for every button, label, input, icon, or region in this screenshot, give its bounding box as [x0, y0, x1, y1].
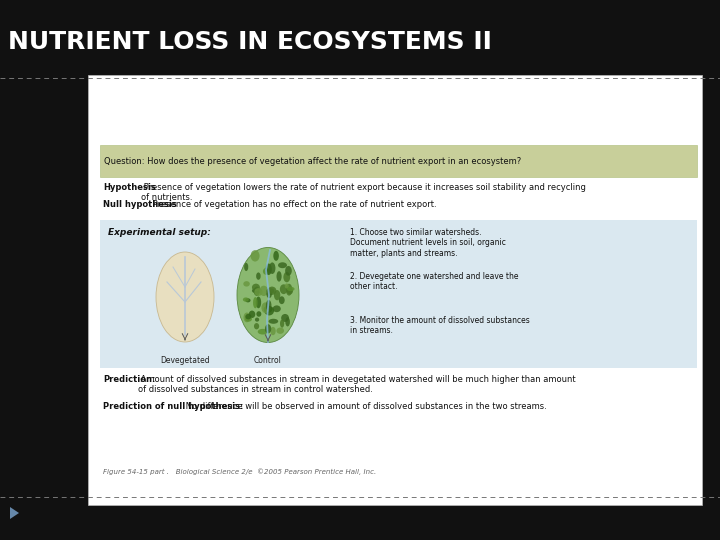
Ellipse shape	[256, 311, 261, 317]
Ellipse shape	[261, 302, 269, 313]
Ellipse shape	[264, 306, 274, 315]
Ellipse shape	[243, 313, 250, 322]
Ellipse shape	[251, 250, 260, 261]
Ellipse shape	[156, 252, 214, 342]
Ellipse shape	[274, 290, 280, 300]
Ellipse shape	[266, 288, 274, 294]
Ellipse shape	[237, 247, 299, 342]
Ellipse shape	[274, 251, 279, 261]
Ellipse shape	[276, 328, 284, 334]
Ellipse shape	[280, 284, 287, 294]
Ellipse shape	[287, 287, 293, 294]
Ellipse shape	[281, 314, 289, 322]
Ellipse shape	[265, 324, 271, 333]
Ellipse shape	[243, 281, 250, 287]
Bar	[88, 75, 702, 505]
Text: Amount of dissolved substances in stream in devegetated watershed will be much h: Amount of dissolved substances in stream…	[138, 375, 575, 394]
Text: 3. Monitor the amount of dissolved substances
in streams.: 3. Monitor the amount of dissolved subst…	[350, 316, 530, 335]
Ellipse shape	[248, 310, 256, 318]
Text: Prediction:: Prediction:	[103, 375, 156, 384]
Ellipse shape	[287, 287, 294, 291]
Ellipse shape	[245, 316, 252, 322]
Ellipse shape	[258, 329, 268, 334]
Text: Presence of vegetation has no effect on the rate of nutrient export.: Presence of vegetation has no effect on …	[150, 200, 436, 209]
Ellipse shape	[286, 284, 292, 295]
Bar	[100, 220, 697, 368]
Text: Figure 54-15 part .   Biological Science 2/e  ©2005 Pearson Prentice Hall, Inc.: Figure 54-15 part . Biological Science 2…	[103, 468, 377, 475]
Text: Presence of vegetation lowers the rate of nutrient export because it increases s: Presence of vegetation lowers the rate o…	[141, 183, 586, 202]
Ellipse shape	[264, 306, 272, 313]
Text: Prediction of null hypothesis:: Prediction of null hypothesis:	[103, 402, 243, 411]
Ellipse shape	[246, 314, 251, 319]
Text: Devegetated: Devegetated	[160, 356, 210, 365]
Ellipse shape	[285, 318, 290, 326]
Ellipse shape	[284, 272, 290, 282]
Ellipse shape	[268, 287, 276, 295]
Ellipse shape	[254, 323, 259, 329]
Ellipse shape	[243, 298, 249, 302]
Polygon shape	[10, 507, 19, 519]
Ellipse shape	[269, 262, 276, 274]
Text: 1. Choose two similar watersheds.
Document nutrient levels in soil, organic
matt: 1. Choose two similar watersheds. Docume…	[350, 228, 506, 258]
Ellipse shape	[276, 271, 282, 282]
Ellipse shape	[285, 266, 292, 276]
Ellipse shape	[263, 268, 270, 275]
Ellipse shape	[254, 288, 263, 296]
Ellipse shape	[279, 296, 284, 304]
Text: Experimental setup:: Experimental setup:	[108, 228, 211, 237]
Ellipse shape	[255, 318, 259, 322]
Text: 2. Devegetate one watershed and leave the
other intact.: 2. Devegetate one watershed and leave th…	[350, 272, 518, 292]
Ellipse shape	[256, 273, 261, 280]
Ellipse shape	[266, 300, 271, 310]
Ellipse shape	[253, 287, 260, 296]
Text: Control: Control	[254, 356, 282, 365]
Ellipse shape	[278, 262, 287, 268]
Text: NUTRIENT LOSS IN ECOSYSTEMS II: NUTRIENT LOSS IN ECOSYSTEMS II	[8, 30, 492, 54]
Ellipse shape	[252, 284, 260, 291]
Ellipse shape	[266, 290, 272, 298]
Text: Null hypothesis: Null hypothesis	[103, 200, 176, 209]
Ellipse shape	[266, 264, 272, 275]
Ellipse shape	[269, 319, 278, 324]
Text: No difference will be observed in amount of dissolved substances in the two stre: No difference will be observed in amount…	[183, 402, 546, 411]
Text: Hypothesis: Hypothesis	[103, 183, 156, 192]
Ellipse shape	[284, 284, 289, 288]
Ellipse shape	[256, 296, 261, 308]
Ellipse shape	[280, 320, 284, 328]
Bar	[100, 145, 697, 177]
Ellipse shape	[259, 286, 268, 296]
Ellipse shape	[246, 298, 251, 302]
Ellipse shape	[270, 327, 276, 335]
Ellipse shape	[252, 288, 261, 293]
Ellipse shape	[253, 297, 258, 308]
Text: Question: How does the presence of vegetation affect the rate of nutrient export: Question: How does the presence of veget…	[104, 157, 521, 165]
Ellipse shape	[273, 306, 281, 312]
Ellipse shape	[244, 263, 248, 271]
